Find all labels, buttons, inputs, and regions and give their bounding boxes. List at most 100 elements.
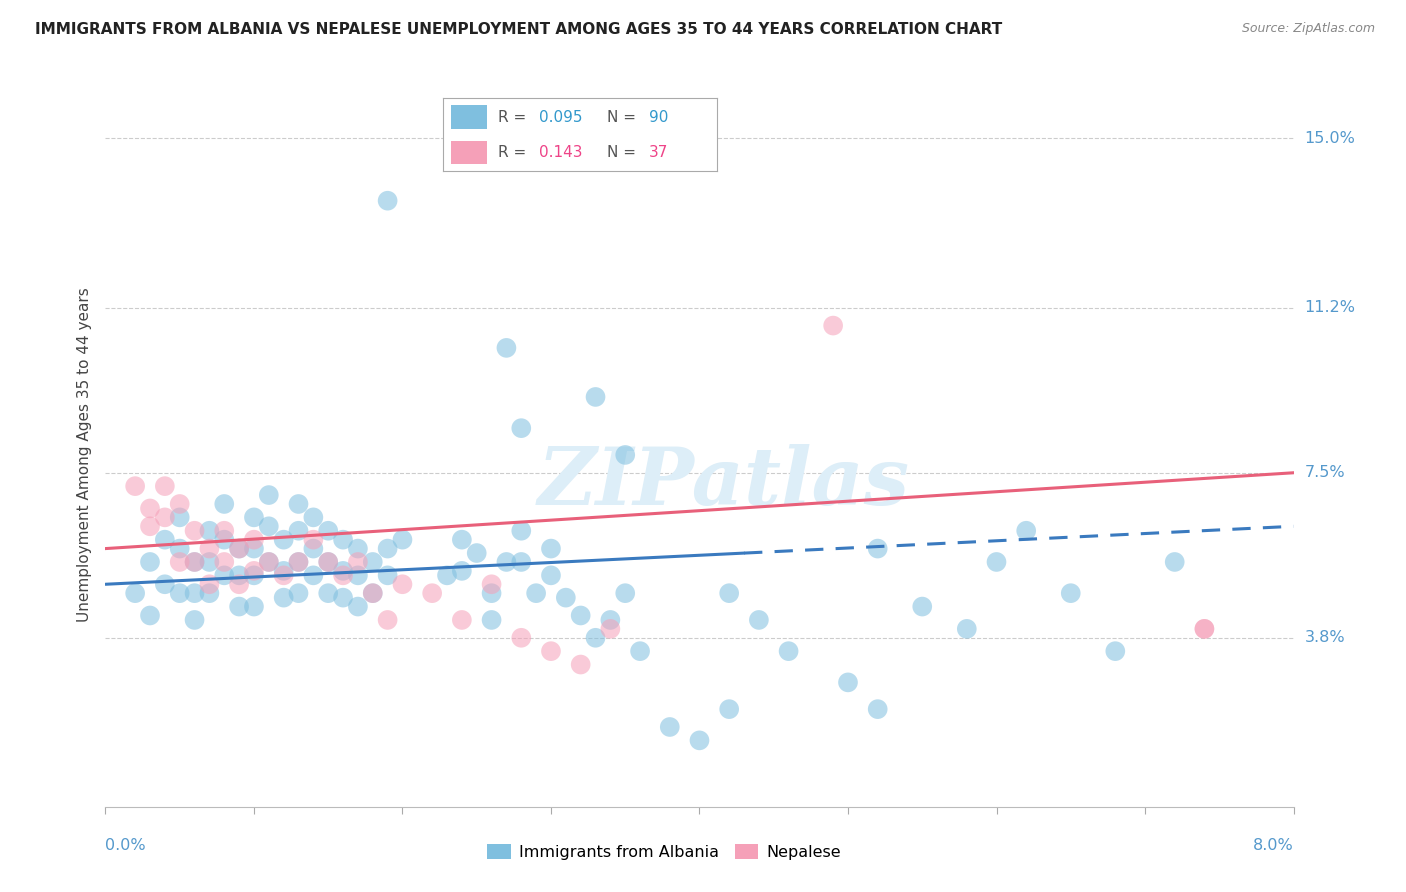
- Point: [198, 524, 221, 538]
- Point: [748, 613, 770, 627]
- Point: [257, 555, 280, 569]
- Point: [243, 568, 266, 582]
- Point: [214, 524, 236, 538]
- Point: [823, 318, 845, 333]
- Text: Source: ZipAtlas.com: Source: ZipAtlas.com: [1241, 22, 1375, 36]
- Point: [287, 555, 309, 569]
- Text: IMMIGRANTS FROM ALBANIA VS NEPALESE UNEMPLOYMENT AMONG AGES 35 TO 44 YEARS CORRE: IMMIGRANTS FROM ALBANIA VS NEPALESE UNEM…: [35, 22, 1002, 37]
- Point: [183, 586, 205, 600]
- Point: [1060, 586, 1083, 600]
- Point: [316, 524, 339, 538]
- Point: [153, 533, 176, 547]
- Text: 15.0%: 15.0%: [1305, 131, 1355, 145]
- Point: [495, 555, 517, 569]
- Point: [361, 555, 384, 569]
- Point: [481, 586, 503, 600]
- Text: 7.5%: 7.5%: [1305, 466, 1346, 480]
- Point: [169, 497, 191, 511]
- Point: [986, 555, 1008, 569]
- Point: [391, 577, 413, 591]
- Point: [273, 568, 295, 582]
- Point: [450, 533, 472, 547]
- Point: [436, 568, 458, 582]
- Text: N =: N =: [607, 145, 637, 160]
- Point: [287, 555, 309, 569]
- Point: [510, 421, 533, 435]
- Point: [1194, 622, 1216, 636]
- Point: [169, 555, 191, 569]
- Point: [214, 533, 236, 547]
- Point: [569, 608, 592, 623]
- Point: [287, 586, 309, 600]
- Text: R =: R =: [498, 145, 526, 160]
- Point: [169, 541, 191, 556]
- Point: [481, 613, 503, 627]
- Point: [866, 702, 889, 716]
- Point: [524, 586, 547, 600]
- Point: [243, 541, 266, 556]
- Point: [347, 599, 370, 614]
- Point: [183, 524, 205, 538]
- Text: 8.0%: 8.0%: [1253, 838, 1294, 853]
- Point: [139, 608, 162, 623]
- Point: [391, 533, 413, 547]
- Point: [911, 599, 934, 614]
- Point: [273, 591, 295, 605]
- Point: [585, 631, 607, 645]
- Point: [153, 577, 176, 591]
- Point: [228, 541, 250, 556]
- Point: [1104, 644, 1126, 658]
- Point: [139, 555, 162, 569]
- Point: [540, 541, 562, 556]
- Point: [124, 586, 146, 600]
- Point: [243, 510, 266, 524]
- Point: [316, 586, 339, 600]
- Point: [540, 568, 562, 582]
- Point: [198, 541, 221, 556]
- Point: [554, 591, 576, 605]
- Point: [718, 586, 741, 600]
- Point: [169, 510, 191, 524]
- Point: [377, 568, 399, 582]
- Point: [273, 564, 295, 578]
- Text: ZIPatlas: ZIPatlas: [537, 444, 910, 522]
- Point: [540, 644, 562, 658]
- Text: 0.143: 0.143: [538, 145, 582, 160]
- Point: [257, 488, 280, 502]
- Point: [361, 586, 384, 600]
- Point: [214, 497, 236, 511]
- Point: [614, 448, 637, 462]
- Point: [465, 546, 488, 560]
- Bar: [451, 141, 486, 164]
- Point: [481, 577, 503, 591]
- Point: [183, 613, 205, 627]
- Point: [628, 644, 651, 658]
- Point: [228, 577, 250, 591]
- Point: [347, 568, 370, 582]
- Point: [153, 510, 176, 524]
- Point: [139, 519, 162, 533]
- Point: [257, 519, 280, 533]
- Text: 0.095: 0.095: [538, 110, 582, 125]
- Point: [243, 599, 266, 614]
- Point: [273, 533, 295, 547]
- Y-axis label: Unemployment Among Ages 35 to 44 years: Unemployment Among Ages 35 to 44 years: [77, 287, 93, 623]
- Point: [599, 622, 621, 636]
- Point: [1015, 524, 1038, 538]
- Point: [420, 586, 443, 600]
- Point: [228, 541, 250, 556]
- Point: [139, 501, 162, 516]
- Point: [495, 341, 517, 355]
- Point: [198, 586, 221, 600]
- Point: [332, 564, 354, 578]
- Point: [377, 541, 399, 556]
- Text: N =: N =: [607, 110, 637, 125]
- Point: [124, 479, 146, 493]
- Point: [198, 555, 221, 569]
- Point: [956, 622, 979, 636]
- Point: [585, 390, 607, 404]
- Point: [569, 657, 592, 672]
- Point: [287, 524, 309, 538]
- Point: [718, 702, 741, 716]
- Point: [1164, 555, 1187, 569]
